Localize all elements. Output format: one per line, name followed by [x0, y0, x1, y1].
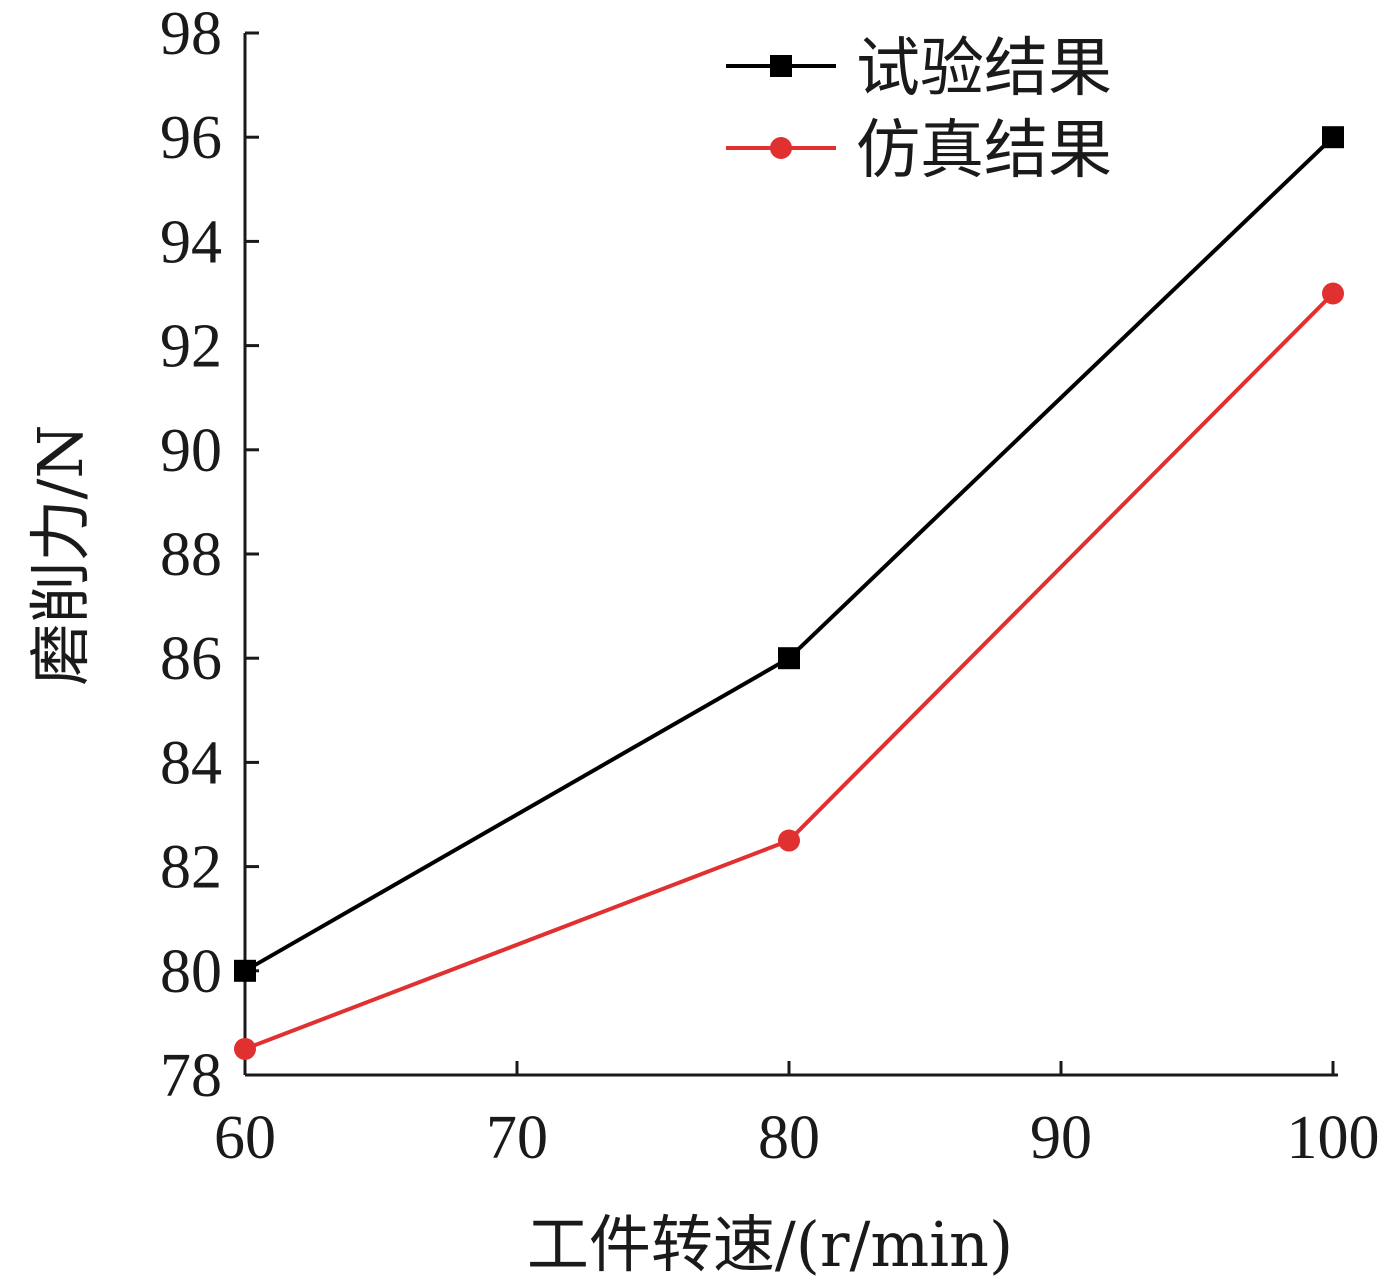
x-tick-label: 100 [1287, 1104, 1380, 1172]
data-point-simulation [234, 1037, 256, 1060]
y-axis-title: 磨削力/N [24, 424, 97, 685]
x-tick-label: 60 [214, 1104, 276, 1172]
data-point-experiment [1322, 126, 1344, 149]
y-tick-label: 80 [160, 938, 222, 1006]
series-layer [234, 126, 1344, 1060]
y-tick-label: 86 [160, 625, 222, 693]
y-tick-label: 78 [160, 1042, 222, 1110]
y-tick-label: 90 [160, 417, 222, 485]
axes [243, 33, 1338, 1077]
y-tick-label: 88 [160, 521, 222, 589]
legend-label-simulation: 仿真结果 [856, 114, 1112, 188]
y-tick-label: 92 [160, 313, 222, 381]
legend: 试验结果 仿真结果 [726, 32, 1112, 188]
legend-marker-simulation [770, 137, 792, 159]
legend-item-simulation: 仿真结果 [726, 114, 1112, 188]
data-point-simulation [1322, 282, 1344, 305]
y-ticks: 78 80 82 84 86 88 90 92 94 96 98 [160, 0, 259, 1110]
x-tick-label: 70 [486, 1104, 548, 1172]
data-point-experiment [234, 959, 256, 982]
series-line-simulation [244, 292, 1335, 1051]
y-tick-label: 84 [160, 729, 222, 797]
x-tick-label: 80 [758, 1104, 820, 1172]
legend-label-experiment: 试验结果 [856, 32, 1112, 106]
legend-marker-experiment [770, 55, 792, 77]
x-axis-title: 工件转速/(r/min) [527, 1208, 1013, 1281]
data-point-simulation [778, 829, 800, 852]
y-tick-label: 94 [160, 208, 222, 276]
y-tick-label: 96 [160, 104, 222, 172]
x-ticks: 60 70 80 90 100 [214, 1061, 1380, 1172]
y-tick-label: 82 [160, 834, 222, 902]
x-tick-label: 90 [1030, 1104, 1092, 1172]
legend-item-experiment: 试验结果 [726, 32, 1112, 106]
data-point-experiment [778, 647, 800, 670]
y-tick-label: 98 [160, 0, 222, 68]
